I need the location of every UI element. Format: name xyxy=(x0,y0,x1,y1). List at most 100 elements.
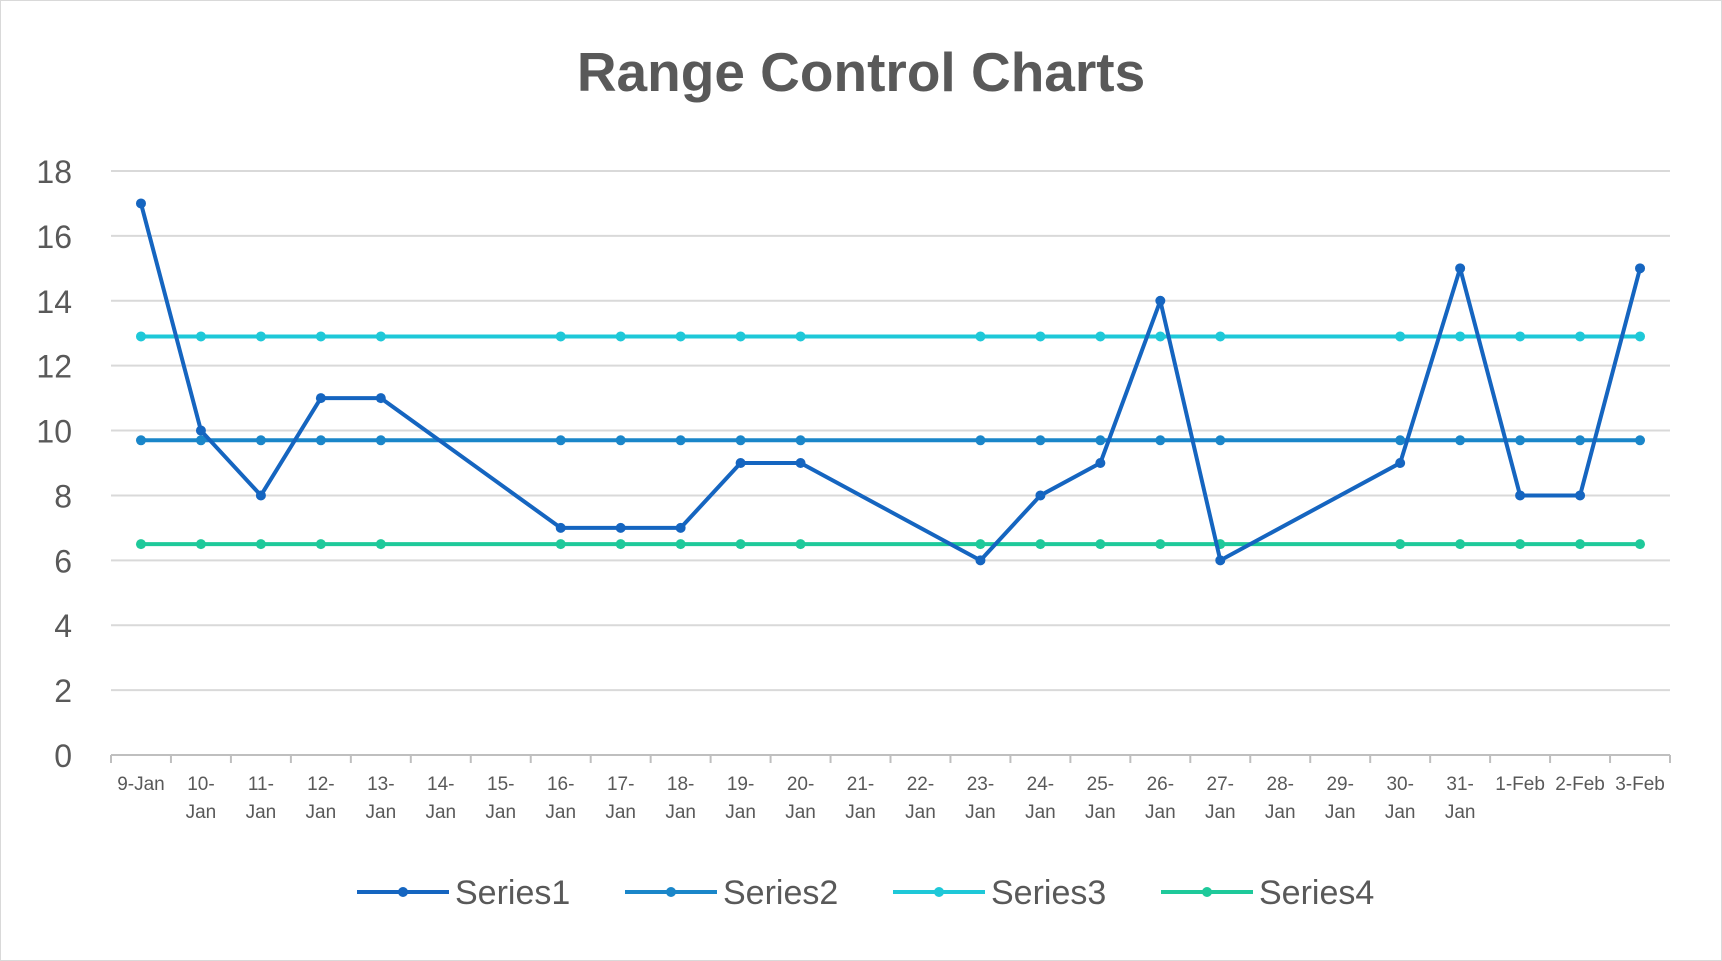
data-point-series3 xyxy=(375,331,386,342)
x-tick-label: 24-Jan xyxy=(1025,774,1056,823)
data-point-series3 xyxy=(135,331,146,342)
x-tick-label: 27-Jan xyxy=(1205,774,1236,823)
data-point-series3 xyxy=(1575,331,1586,342)
data-point-series2 xyxy=(1035,435,1046,446)
data-point-series1 xyxy=(375,393,386,404)
data-point-series2 xyxy=(615,435,626,446)
data-point-series2 xyxy=(555,435,566,446)
data-point-series3 xyxy=(195,331,206,342)
data-point-series1 xyxy=(1515,490,1526,501)
y-tick-label: 2 xyxy=(54,673,72,709)
data-point-series2 xyxy=(1395,435,1406,446)
data-point-series2 xyxy=(795,435,806,446)
x-tick-label: 10-Jan xyxy=(186,774,217,823)
chart-title: Range Control Charts xyxy=(576,41,1146,103)
data-point-series3 xyxy=(1455,331,1466,342)
data-point-series3 xyxy=(555,331,566,342)
data-point-series4 xyxy=(255,539,266,550)
legend-marker-series3 xyxy=(934,887,944,897)
data-point-series4 xyxy=(375,539,386,550)
data-point-series4 xyxy=(675,539,686,550)
series-line-series1 xyxy=(139,202,1642,563)
x-tick-label: 29-Jan xyxy=(1325,774,1356,823)
x-tick-label: 30-Jan xyxy=(1385,774,1416,823)
legend-label-series4: Series4 xyxy=(1259,874,1374,912)
data-point-series3 xyxy=(1155,331,1166,342)
data-point-series1 xyxy=(975,555,986,566)
data-point-series3 xyxy=(255,331,266,342)
legend-label-series1: Series1 xyxy=(455,874,570,912)
data-point-series2 xyxy=(1095,435,1106,446)
data-point-series4 xyxy=(195,539,206,550)
data-point-series2 xyxy=(255,435,266,446)
data-point-series1 xyxy=(1455,263,1466,274)
data-point-series2 xyxy=(1575,435,1586,446)
x-tick-label: 11-Jan xyxy=(246,774,277,823)
data-point-series1 xyxy=(735,458,746,468)
data-point-series3 xyxy=(675,331,686,342)
y-tick-label: 6 xyxy=(54,543,72,579)
data-point-series3 xyxy=(735,331,746,342)
x-tick-label: 22-Jan xyxy=(905,774,936,823)
legend-label-series2: Series2 xyxy=(723,874,838,912)
data-point-series2 xyxy=(1635,435,1646,446)
x-tick-label: 21-Jan xyxy=(845,774,876,823)
x-tick-label: 31-Jan xyxy=(1445,774,1476,823)
y-tick-label: 10 xyxy=(36,414,72,450)
data-point-series4 xyxy=(795,539,806,550)
x-tick-label: 20-Jan xyxy=(785,774,816,823)
x-tick-label: 12-Jan xyxy=(306,774,337,823)
data-point-series3 xyxy=(1635,331,1646,342)
x-tick-label: 16-Jan xyxy=(545,774,576,823)
legend-label-series3: Series3 xyxy=(991,874,1106,912)
y-tick-label: 8 xyxy=(54,478,72,514)
data-point-series1 xyxy=(315,393,326,404)
data-point-series3 xyxy=(1095,331,1106,342)
y-tick-label: 16 xyxy=(36,219,72,255)
data-point-series1 xyxy=(1635,263,1646,274)
data-point-series3 xyxy=(1395,331,1406,342)
data-point-series2 xyxy=(135,435,146,446)
data-point-series1 xyxy=(615,522,626,533)
data-point-series1 xyxy=(795,458,806,468)
x-tick-label: 2-Feb xyxy=(1555,774,1605,795)
x-tick-label: 23-Jan xyxy=(965,774,996,823)
data-point-series4 xyxy=(1635,539,1646,550)
data-point-series2 xyxy=(375,435,386,446)
x-tick-label: 25-Jan xyxy=(1085,774,1116,823)
data-point-series1 xyxy=(1215,555,1226,566)
data-point-series4 xyxy=(1515,539,1526,550)
legend-marker-series4 xyxy=(1202,887,1212,897)
data-point-series4 xyxy=(1575,539,1586,550)
data-point-series4 xyxy=(135,539,146,550)
data-point-series1 xyxy=(195,425,206,436)
data-point-series4 xyxy=(1095,539,1106,550)
data-point-series3 xyxy=(1215,331,1226,342)
y-tick-label: 12 xyxy=(36,349,72,385)
data-point-series4 xyxy=(1035,539,1046,550)
data-point-series3 xyxy=(795,331,806,342)
data-point-series1 xyxy=(1395,458,1406,468)
x-tick-label: 3-Feb xyxy=(1615,774,1665,795)
y-tick-label: 18 xyxy=(36,154,72,190)
x-tick-label: 18-Jan xyxy=(665,774,696,823)
y-tick-label: 14 xyxy=(36,284,72,320)
data-point-series4 xyxy=(735,539,746,550)
x-tick-label: 19-Jan xyxy=(725,774,756,823)
data-point-series3 xyxy=(1035,331,1046,342)
data-point-series1 xyxy=(675,522,686,533)
data-point-series4 xyxy=(315,539,326,550)
data-point-series1 xyxy=(135,198,146,209)
x-tick-label: 14-Jan xyxy=(425,774,456,823)
data-point-series2 xyxy=(1215,435,1226,446)
data-point-series3 xyxy=(975,331,986,342)
data-point-series2 xyxy=(195,435,206,446)
data-point-series2 xyxy=(1455,435,1466,446)
data-point-series1 xyxy=(1155,295,1166,306)
x-tick-label: 15-Jan xyxy=(485,774,516,823)
legend-marker-series2 xyxy=(666,887,676,897)
y-tick-label: 4 xyxy=(54,608,72,644)
data-point-series2 xyxy=(675,435,686,446)
